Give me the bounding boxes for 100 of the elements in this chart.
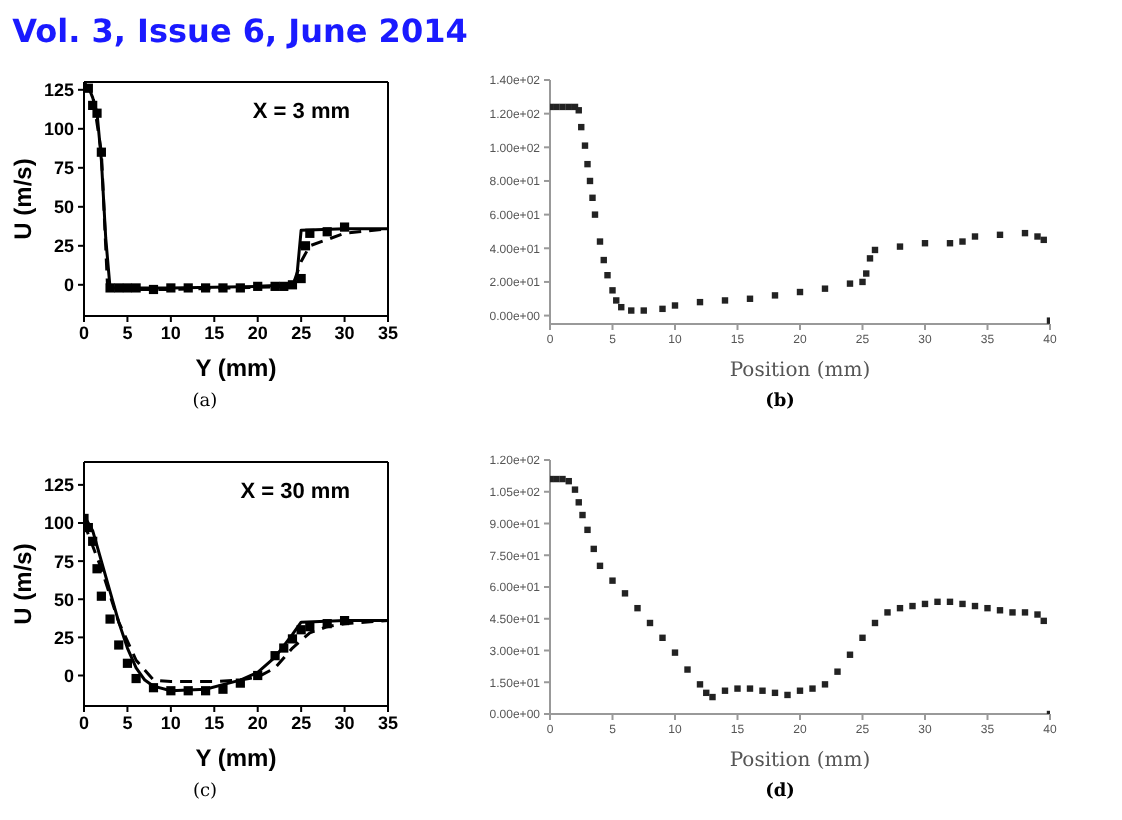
point [105, 614, 115, 624]
point [581, 142, 589, 149]
point [896, 243, 904, 250]
point [322, 619, 332, 629]
point [253, 281, 263, 291]
x-tick-label: 0 [78, 322, 90, 343]
point [287, 634, 298, 644]
point [166, 283, 176, 293]
y-axis-title: U (m/s) [8, 543, 37, 625]
point [821, 681, 829, 688]
point [279, 643, 289, 653]
y-tick-label: 25 [53, 236, 74, 257]
point [621, 590, 629, 597]
y-tick-label: 75 [53, 158, 74, 179]
point [571, 486, 579, 493]
point [821, 285, 829, 292]
point [183, 283, 193, 293]
point [613, 297, 620, 304]
x-tick-label: 5 [122, 712, 133, 733]
point [591, 211, 599, 218]
point [959, 600, 966, 608]
point [609, 287, 616, 294]
point [270, 281, 280, 291]
point [771, 292, 779, 299]
point [201, 686, 211, 696]
y-tick-label: 100 [43, 513, 74, 534]
y-tick-label: 25 [53, 627, 74, 648]
point [1021, 609, 1029, 616]
point [809, 685, 816, 692]
x-tick-label: 35 [377, 712, 399, 733]
point [131, 673, 141, 684]
point [84, 83, 93, 93]
x-tick-label: 30 [334, 322, 355, 343]
y-tick-label: 50 [53, 197, 74, 218]
point [559, 103, 566, 111]
annotation: X = 30 mm [240, 480, 350, 504]
point [759, 687, 766, 694]
point [634, 604, 641, 612]
y-axis-title: U (m/s) [8, 158, 37, 240]
point [84, 522, 93, 533]
point [589, 194, 596, 201]
point [659, 305, 666, 313]
y-tick-label: 75 [53, 551, 74, 572]
point [909, 602, 916, 610]
point [559, 475, 566, 483]
x-tick-label: 20 [247, 322, 268, 343]
point [92, 108, 102, 118]
point [131, 283, 141, 293]
point [183, 686, 193, 696]
point [575, 499, 582, 506]
point [863, 270, 870, 277]
point [696, 681, 704, 688]
point [305, 228, 315, 238]
x-tick-label: 0 [78, 712, 90, 733]
text: (d) [763, 782, 797, 802]
x-tick-label: 15 [204, 712, 225, 733]
point [305, 622, 315, 632]
point [88, 536, 98, 546]
point [984, 604, 991, 612]
point [584, 526, 591, 534]
point [684, 666, 691, 673]
point [640, 307, 647, 314]
point [148, 683, 159, 693]
point [784, 691, 791, 699]
point [734, 685, 741, 692]
point [201, 283, 211, 293]
point [971, 233, 979, 240]
point [105, 283, 115, 293]
point [339, 222, 350, 232]
text: (c) [190, 782, 220, 802]
x-axis-title: Position (mm) [729, 360, 871, 382]
y-tick-label: 125 [43, 80, 74, 101]
annotation: X = 3 mm [252, 100, 350, 124]
point [604, 272, 611, 279]
point [959, 238, 966, 245]
x-axis-title: Y (mm) [195, 744, 277, 772]
point [884, 609, 891, 616]
point [671, 649, 679, 656]
text: (b) [763, 392, 797, 412]
point [96, 147, 106, 157]
point [122, 658, 133, 668]
y-tick-label: 0 [63, 665, 74, 686]
x-tick-label: 20 [247, 712, 268, 733]
x-tick-label: 35 [377, 322, 399, 343]
x-tick-label: 10 [160, 712, 181, 733]
y-tick-label: 0 [63, 275, 74, 296]
x-tick-label: 15 [204, 322, 225, 343]
point [322, 227, 332, 237]
point [834, 668, 841, 675]
y-tick-label: 100 [43, 119, 74, 140]
point [296, 273, 306, 284]
point [253, 670, 263, 681]
point [92, 564, 102, 574]
point [287, 280, 298, 290]
x-tick-label: 10 [160, 322, 181, 343]
point [1034, 233, 1041, 240]
point [148, 284, 159, 295]
point [746, 685, 754, 692]
point [300, 241, 311, 251]
point [671, 302, 679, 309]
